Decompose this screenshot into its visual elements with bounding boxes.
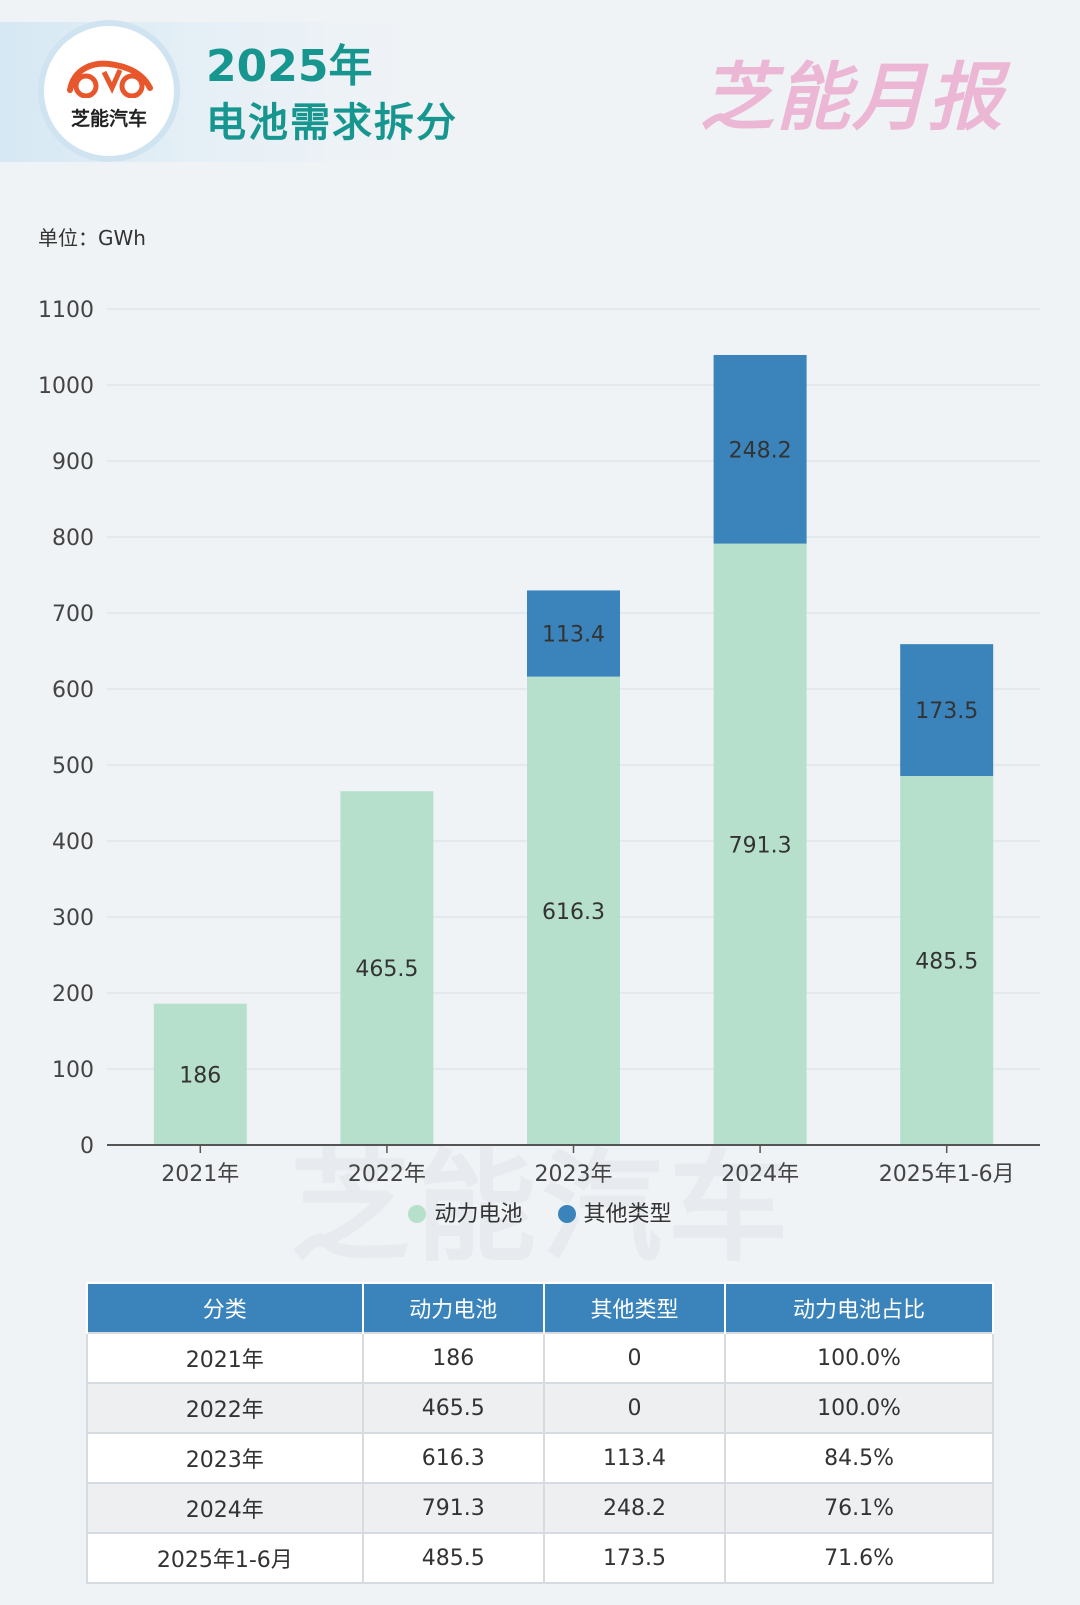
table-row: 2023年 616.3 113.4 84.5%	[86, 1432, 994, 1484]
brand-logo: 芝能汽车	[44, 26, 174, 156]
table-cell: 2025年1-6月	[86, 1532, 364, 1584]
title-year: 2025年	[206, 41, 373, 92]
table-row: 2024年 791.3 248.2 76.1%	[86, 1482, 994, 1534]
legend-item-power-battery: 动力电池	[408, 1196, 523, 1228]
legend-item-other-types: 其他类型	[557, 1196, 672, 1228]
data-label: 113.4	[542, 623, 605, 648]
table-header-cell: 分类	[86, 1282, 364, 1333]
table-header-row: 分类 动力电池 其他类型 动力电池占比	[86, 1282, 994, 1333]
y-tick-label: 600	[52, 678, 94, 703]
x-tick-label: 2024年	[721, 1162, 799, 1187]
data-label: 465.5	[355, 957, 418, 982]
table-row: 2022年 465.5 0 100.0%	[86, 1382, 994, 1434]
legend-label-other-types: 其他类型	[583, 1202, 672, 1227]
y-tick-label: 500	[52, 754, 94, 779]
table-cell: 465.5	[361, 1382, 545, 1434]
y-tick-label: 900	[52, 450, 94, 475]
table-cell: 100.0%	[724, 1382, 994, 1434]
logo-text: 芝能汽车	[70, 108, 147, 130]
x-tick-label: 2021年	[161, 1162, 239, 1187]
table-cell: 100.0%	[724, 1332, 994, 1384]
y-tick-label: 0	[80, 1134, 94, 1159]
data-label: 248.2	[729, 438, 792, 463]
bar-segment	[713, 354, 807, 544]
table-header-cell: 动力电池占比	[724, 1282, 994, 1333]
y-tick-label: 100	[52, 1058, 94, 1083]
table-cell: 71.6%	[724, 1532, 994, 1584]
table-cell: 2021年	[86, 1332, 364, 1384]
table-cell: 186	[361, 1332, 545, 1384]
bar-segment	[527, 590, 620, 677]
table-cell: 2022年	[86, 1382, 364, 1434]
car-logo-icon	[67, 60, 153, 98]
chart-legend: 动力电池 其他类型	[0, 1196, 1080, 1228]
bar-segment	[340, 791, 434, 1145]
unit-label: 单位：GWh	[38, 226, 146, 250]
y-tick-label: 800	[52, 526, 94, 551]
y-tick-label: 400	[52, 830, 94, 855]
bar-segment	[900, 776, 994, 1145]
bar-segment	[153, 1003, 247, 1145]
table-row: 2025年1-6月 485.5 173.5 71.6%	[86, 1532, 994, 1584]
y-tick-label: 200	[52, 982, 94, 1007]
table-cell: 76.1%	[724, 1482, 994, 1534]
data-label: 791.3	[729, 833, 792, 858]
table-cell: 2023年	[86, 1432, 364, 1484]
legend-label-power-battery: 动力电池	[434, 1202, 523, 1227]
legend-dot-power-battery	[408, 1205, 427, 1223]
y-tick-label: 300	[52, 906, 94, 931]
stacked-bar-chart: 0 100 200 300 400 500 600 700 800 900 1000 1100 186 2…	[38, 298, 1040, 1187]
table-cell: 173.5	[542, 1532, 727, 1584]
table-cell: 248.2	[542, 1482, 727, 1534]
bar-segment	[900, 644, 994, 777]
legend-dot-other-types	[557, 1205, 576, 1223]
watermark: 芝能汽车	[290, 1139, 794, 1278]
table-cell: 616.3	[361, 1432, 545, 1484]
bar-segment	[713, 543, 807, 1145]
data-label: 173.5	[915, 699, 978, 724]
table-cell: 485.5	[361, 1532, 545, 1584]
table-cell: 113.4	[542, 1432, 727, 1484]
y-tick-label: 700	[52, 602, 94, 627]
y-tick-label: 1100	[38, 298, 94, 323]
x-tick-label: 2022年	[348, 1162, 426, 1187]
brand-mark: 芝能月报	[700, 55, 1004, 141]
data-table: 分类 动力电池 其他类型 动力电池占比 2021年 186 0 100.0% 2…	[86, 1282, 994, 1584]
x-tick-label: 2023年	[535, 1162, 613, 1187]
table-cell: 84.5%	[724, 1432, 994, 1484]
table-header-cell: 动力电池	[361, 1282, 545, 1333]
x-tick-label: 2025年1-6月	[879, 1162, 1015, 1187]
table-cell: 791.3	[361, 1482, 545, 1534]
table-header-cell: 其他类型	[542, 1282, 727, 1333]
data-label: 616.3	[542, 900, 605, 925]
data-label: 485.5	[915, 950, 978, 975]
page-title: 电池需求拆分	[206, 100, 458, 146]
table-cell: 0	[542, 1332, 727, 1384]
table-cell: 2024年	[86, 1482, 364, 1534]
table-row: 2021年 186 0 100.0%	[86, 1332, 994, 1384]
y-tick-label: 1000	[38, 374, 94, 399]
data-label: 186	[179, 1063, 221, 1088]
bar-segment	[527, 676, 620, 1145]
table-cell: 0	[542, 1382, 727, 1434]
